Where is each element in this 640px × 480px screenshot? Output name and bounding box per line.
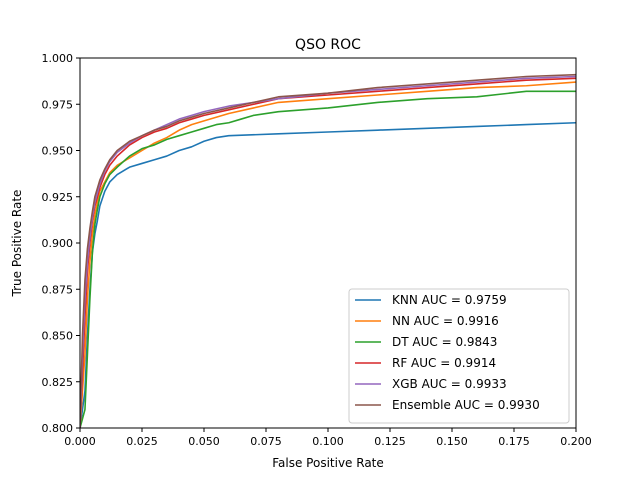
- series-line-1: [80, 81, 576, 428]
- series-layer: [80, 73, 576, 428]
- x-axis-label: False Positive Rate: [272, 456, 384, 470]
- y-tick-label: 0.850: [42, 330, 74, 343]
- y-tick-label: 0.800: [42, 422, 74, 435]
- y-tick-label: 0.875: [42, 283, 74, 296]
- y-tick-label: 0.925: [42, 191, 74, 204]
- series-line-5: [80, 73, 576, 428]
- x-tick-label: 0.000: [64, 435, 96, 448]
- x-tick-label: 0.050: [188, 435, 220, 448]
- y-tick-label: 0.900: [42, 237, 74, 250]
- x-tick-label: 0.175: [498, 435, 530, 448]
- x-tick-label: 0.125: [374, 435, 406, 448]
- legend-label: KNN AUC = 0.9759: [392, 293, 507, 307]
- x-tick-label: 0.100: [312, 435, 344, 448]
- y-axis-label: True Positive Rate: [10, 190, 24, 298]
- y-tick-label: 1.000: [42, 52, 74, 65]
- legend-label: Ensemble AUC = 0.9930: [392, 398, 540, 412]
- y-axis-ticks: 0.800 0.825 0.850 0.875 0.900 0.925 0.950 0.975…: [42, 52, 80, 435]
- y-tick-label: 0.950: [42, 145, 74, 158]
- legend-label: DT AUC = 0.9843: [392, 335, 497, 349]
- x-tick-label: 0.150: [436, 435, 468, 448]
- series-line-2: [80, 90, 576, 428]
- x-tick-label: 0.025: [126, 435, 158, 448]
- legend-label: RF AUC = 0.9914: [392, 356, 496, 370]
- x-tick-label: 0.200: [560, 435, 592, 448]
- x-axis-ticks: 0.000 0.025 0.050 0.075 0.100 0.125 0.150 0.175…: [64, 428, 592, 448]
- legend-box: [348, 288, 570, 424]
- legend: KNN AUC = 0.9759 NN AUC = 0.9916 DT AUC = …: [348, 288, 570, 424]
- legend-label: XGB AUC = 0.9933: [392, 377, 507, 391]
- x-tick-label: 0.075: [250, 435, 282, 448]
- chart-title: QSO ROC: [295, 37, 361, 53]
- legend-label: NN AUC = 0.9916: [392, 314, 499, 328]
- y-tick-label: 0.825: [42, 376, 74, 389]
- y-tick-label: 0.975: [42, 98, 74, 111]
